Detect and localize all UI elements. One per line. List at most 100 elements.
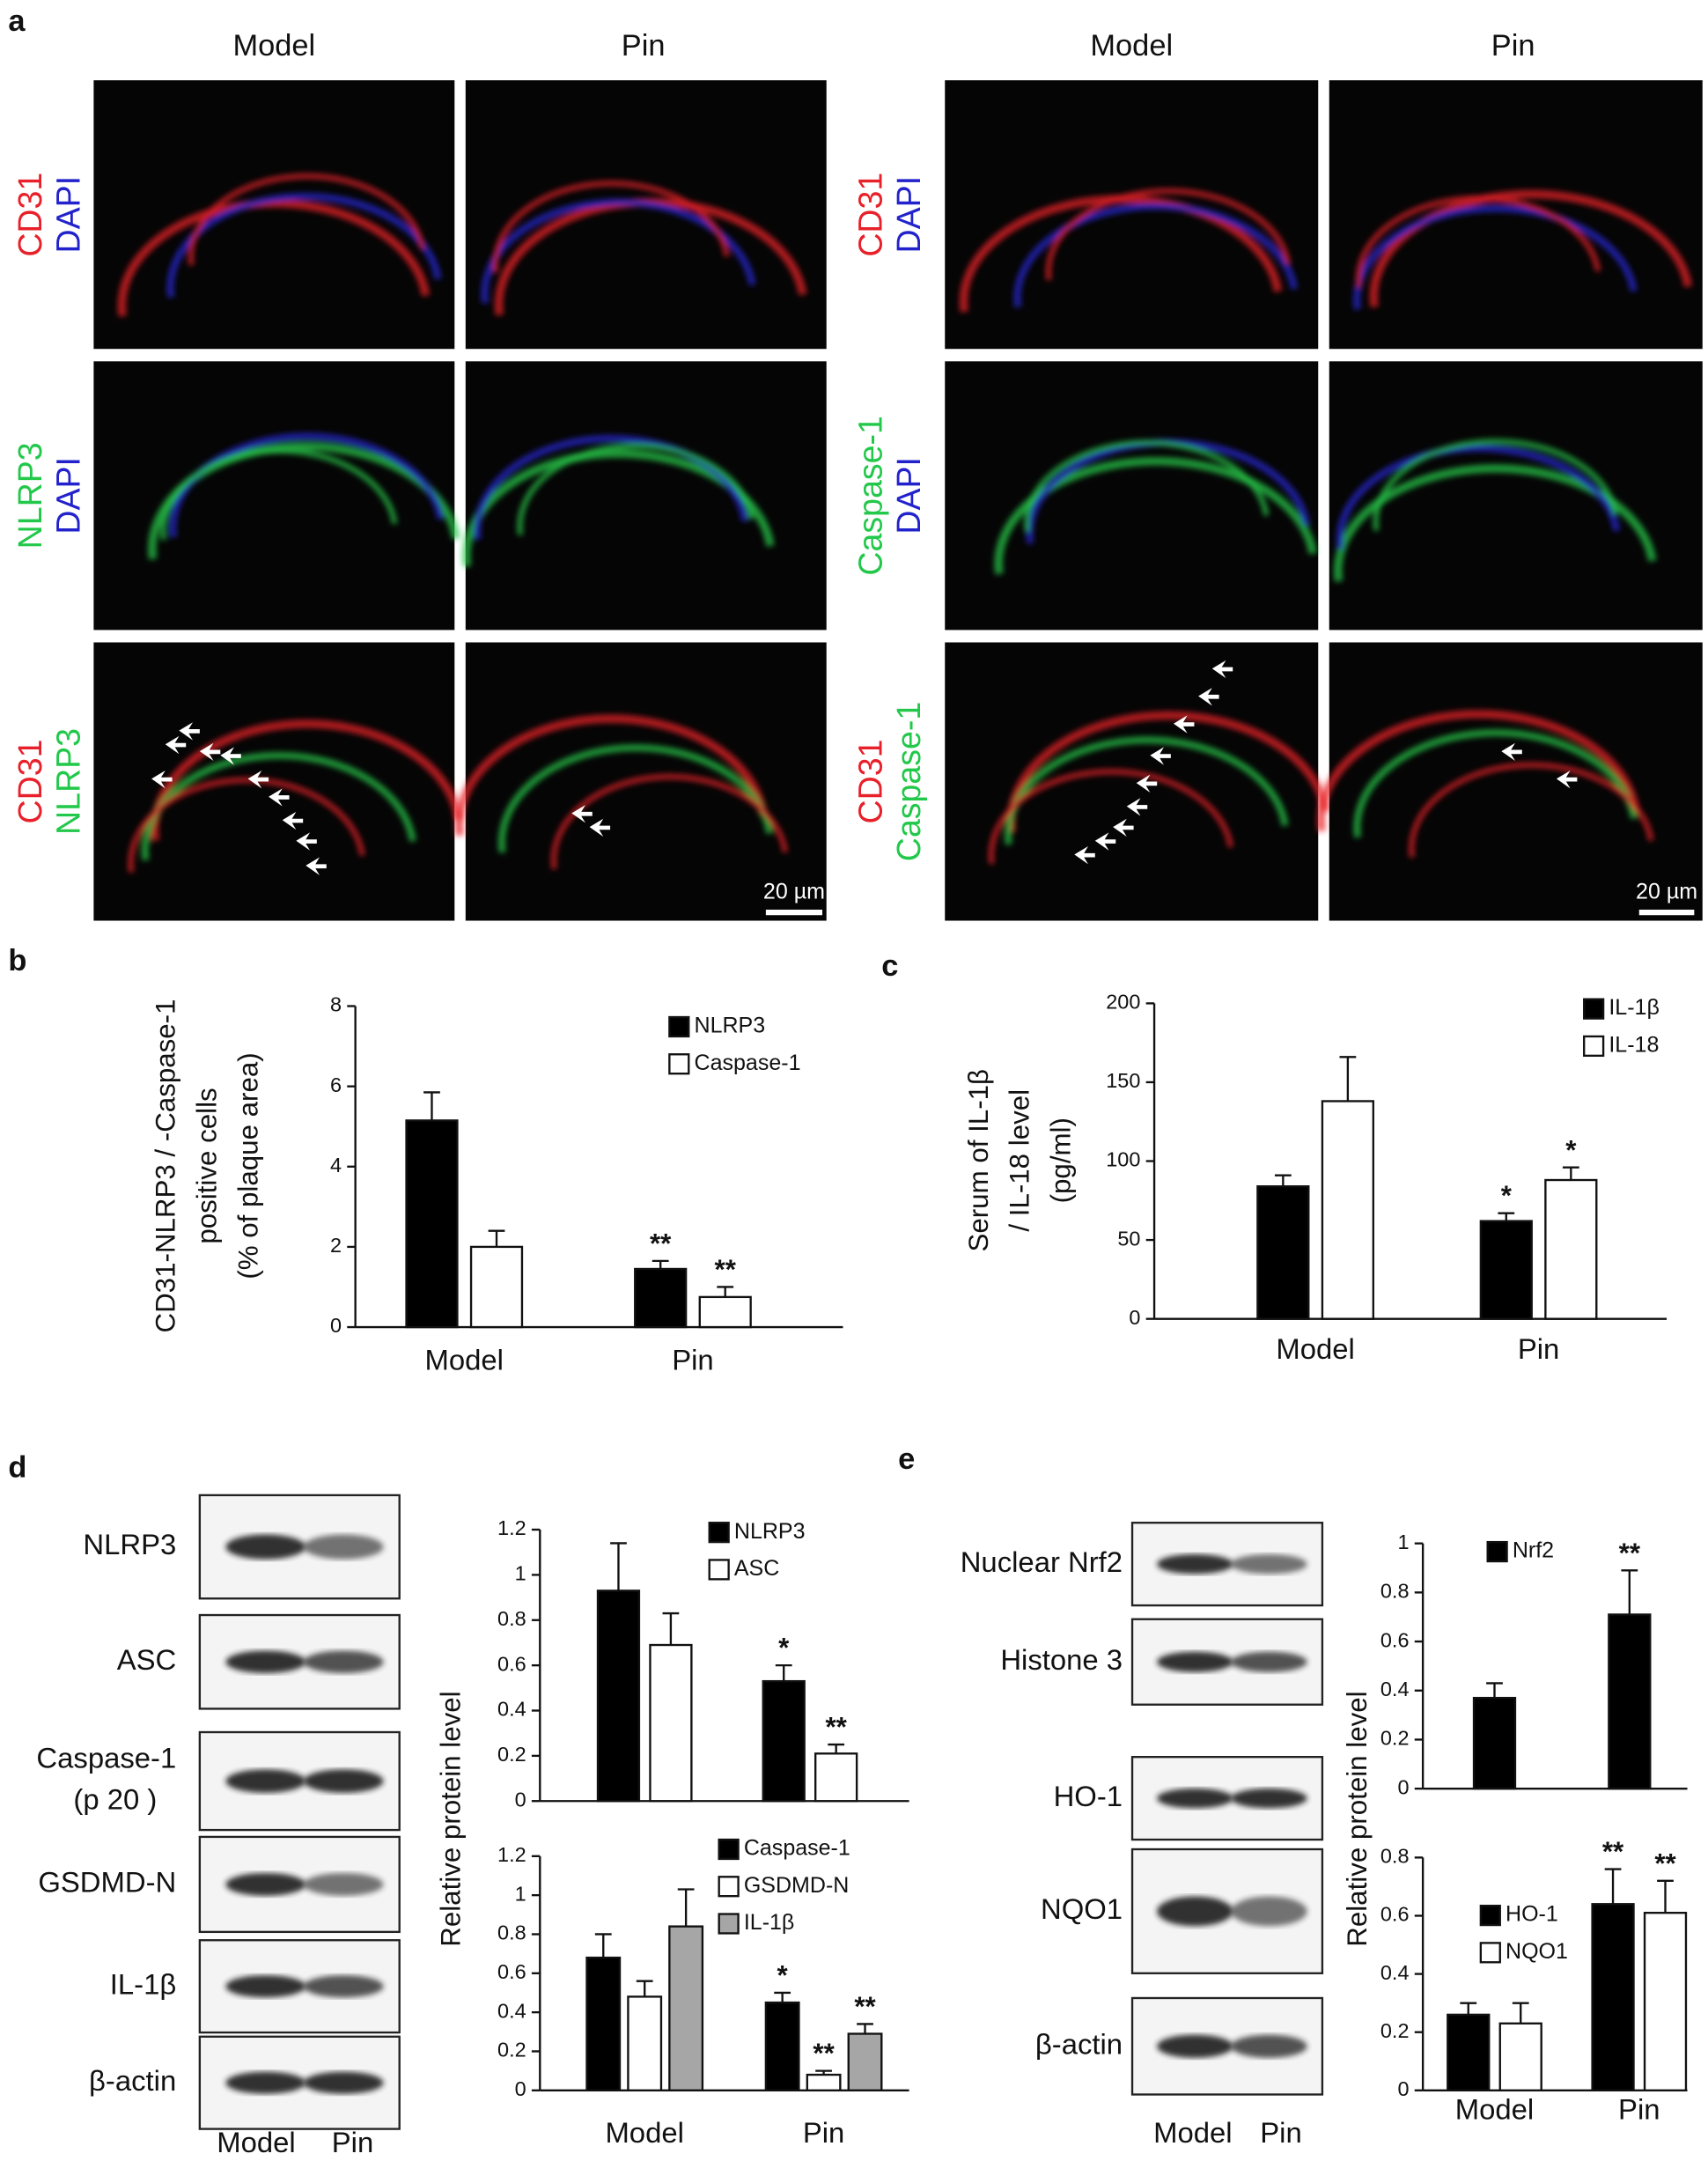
y-tick-label: 1 xyxy=(515,1882,526,1905)
legend-swatch xyxy=(718,1913,740,1935)
arrow xyxy=(1074,846,1095,865)
y-tick-label: 0 xyxy=(1397,2077,1409,2100)
y-tick-label: 1.2 xyxy=(497,1516,526,1539)
error-bar xyxy=(652,1259,669,1269)
y-tick-label: 0.8 xyxy=(497,1921,526,1944)
tissue-band xyxy=(1024,439,1270,533)
arrow xyxy=(571,805,593,823)
y-axis-label-line: (pg/ml) xyxy=(1046,1117,1077,1203)
micrograph xyxy=(945,361,1319,631)
bar xyxy=(806,2073,842,2091)
y-axis-label-line: Relative protein level xyxy=(1342,1691,1373,1946)
tissue-band xyxy=(1013,203,1298,308)
scale-bar-label: 20 µm xyxy=(1636,879,1697,903)
x-tick-label: Pin xyxy=(803,2116,844,2149)
row-label-word: DAPI xyxy=(890,457,927,535)
significance: ** xyxy=(1619,1538,1641,1568)
y-tick-label: 0 xyxy=(1129,1306,1140,1329)
blot-band xyxy=(1231,1788,1307,1809)
significance: ** xyxy=(650,1228,672,1258)
blot-label: Caspase-1 xyxy=(36,1742,176,1774)
x-tick-label: Model xyxy=(425,1344,504,1376)
blot-band xyxy=(1231,1651,1307,1672)
blot-band xyxy=(1157,1788,1233,1809)
y-axis-label: Serum of IL-1β / IL-18 level (pg/ml) xyxy=(963,1069,1077,1252)
y-tick-label: 0 xyxy=(330,1314,342,1337)
y-tick-label: 0.4 xyxy=(1380,1961,1410,1984)
row-label-word: Caspase-1 xyxy=(890,702,927,861)
blot-label: NLRP3 xyxy=(83,1528,176,1560)
tissue-band xyxy=(474,435,748,541)
bar xyxy=(1498,2022,1542,2091)
blot-band xyxy=(225,1534,306,1560)
significance: * xyxy=(777,1960,789,1991)
panel-label: a xyxy=(8,4,26,38)
arrow xyxy=(199,742,221,762)
micrograph xyxy=(945,80,1319,350)
error-bar xyxy=(423,1091,440,1121)
tissue-band xyxy=(1006,711,1329,833)
micrograph-signal xyxy=(148,432,460,560)
blot-band xyxy=(303,1650,384,1673)
blot-band xyxy=(303,1534,384,1560)
bar xyxy=(1643,1912,1688,2091)
y-tick-label: 0.6 xyxy=(497,1960,526,1983)
y-tick-label: 0.8 xyxy=(1380,1580,1410,1603)
tissue-band xyxy=(1045,188,1291,281)
tissue-band xyxy=(1353,729,1638,838)
bar xyxy=(698,1295,752,1329)
y-axis-label-line: Relative protein level xyxy=(436,1691,467,1946)
arrow xyxy=(220,747,241,765)
bar xyxy=(1447,2013,1491,2091)
legend-swatch xyxy=(1486,1540,1508,1563)
row-label-word: Caspase-1 xyxy=(851,416,888,576)
row-label: CD31Caspase-1 xyxy=(851,702,927,861)
arrow xyxy=(1198,688,1219,706)
y-tick-label: 150 xyxy=(1106,1069,1140,1092)
y-axis-label: CD31-NLRP3 / -Caspase-1 positive cells (% … xyxy=(151,999,264,1333)
micrograph xyxy=(465,361,827,631)
arrow xyxy=(306,857,327,875)
micrograph-signal xyxy=(462,435,775,567)
y-tick-label: 6 xyxy=(330,1073,342,1096)
legend-label: HO-1 xyxy=(1506,1902,1558,1927)
legend-swatch xyxy=(708,1559,730,1581)
legend-label: NLRP3 xyxy=(734,1519,806,1544)
x-tick-label: Pin xyxy=(1518,1332,1559,1365)
error-bar xyxy=(1604,1868,1622,1905)
panel-label: c xyxy=(881,949,898,983)
lane-label: Pin xyxy=(1260,2116,1301,2149)
error-bar xyxy=(774,1991,791,2003)
tissue-band xyxy=(492,181,730,273)
arrow xyxy=(179,722,200,741)
bar xyxy=(814,1752,858,1803)
error-bar xyxy=(828,1743,845,1754)
y-tick-label: 0.2 xyxy=(497,2039,526,2061)
legend-label: Caspase-1 xyxy=(695,1051,801,1075)
arrow xyxy=(1150,747,1171,765)
blot-band xyxy=(1157,2034,1233,2058)
tissue-band xyxy=(160,447,398,541)
y-tick-label: 0.4 xyxy=(497,1698,526,1721)
y-axis-label: Relative protein level xyxy=(1342,1691,1373,1946)
tissue-band xyxy=(988,769,1233,865)
blot-label: GSDMD-N xyxy=(38,1866,176,1899)
tissue-band xyxy=(1373,439,1618,531)
micrograph xyxy=(465,80,827,350)
legend-swatch xyxy=(718,1876,740,1898)
tissue-band xyxy=(1409,762,1654,859)
error-bar xyxy=(1460,2002,1477,2015)
blot-label: ASC xyxy=(117,1643,177,1676)
legend-label: ASC xyxy=(734,1556,779,1581)
tissue-band xyxy=(1336,445,1621,550)
row-label: CD31DAPI xyxy=(11,173,87,257)
legend-label: IL-18 xyxy=(1609,1032,1659,1057)
column-label: Pin xyxy=(622,29,666,63)
micrograph xyxy=(1329,642,1703,921)
micrograph-signal xyxy=(1353,189,1692,310)
tissue-band xyxy=(498,744,773,853)
lane-label: Pin xyxy=(332,2126,373,2158)
significance: * xyxy=(1501,1180,1513,1211)
error-bar xyxy=(1339,1056,1357,1102)
